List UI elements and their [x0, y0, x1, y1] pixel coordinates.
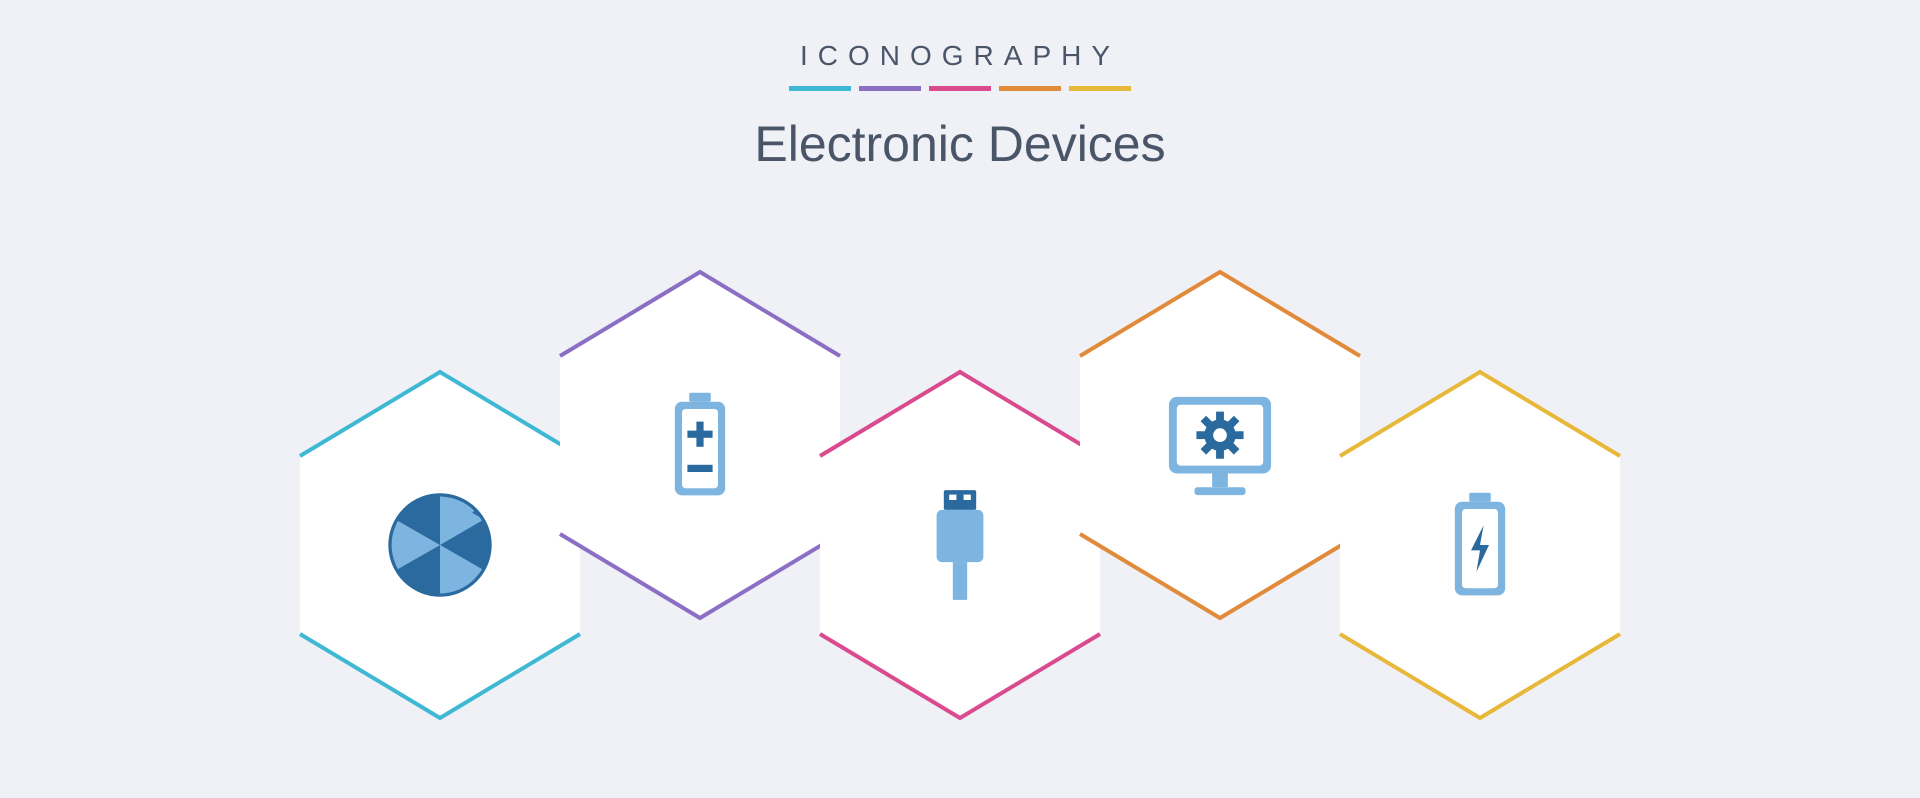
battery-charging-icon	[1420, 485, 1540, 605]
header: ICONOGRAPHY Electronic Devices	[0, 0, 1920, 173]
accent-bar-3	[929, 86, 991, 91]
monitor-gear-icon	[1160, 385, 1280, 505]
icons-row	[310, 260, 1610, 730]
usb-cable-icon	[900, 485, 1020, 605]
accent-bar-1	[789, 86, 851, 91]
accent-bar-5	[1069, 86, 1131, 91]
battery-plus-minus-icon	[640, 385, 760, 505]
accent-bars	[0, 86, 1920, 91]
aperture-icon	[380, 485, 500, 605]
hex-battery-charging	[1320, 360, 1640, 730]
accent-bar-2	[859, 86, 921, 91]
page-title: Electronic Devices	[0, 115, 1920, 173]
brand-label: ICONOGRAPHY	[0, 40, 1920, 72]
accent-bar-4	[999, 86, 1061, 91]
